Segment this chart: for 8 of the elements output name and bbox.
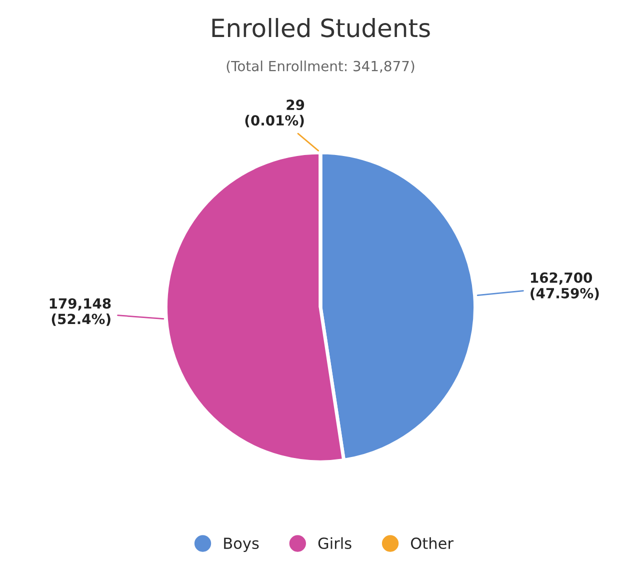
data-label: 162,700 (47.59%) xyxy=(530,272,599,300)
legend-label: Other xyxy=(410,537,454,550)
data-label: 29 (0.01%) xyxy=(245,100,304,128)
legend-label: Girls xyxy=(318,537,352,550)
chart-subtitle: (Total Enrollment: 341,877) xyxy=(226,60,414,73)
chart-title: Enrolled Students xyxy=(212,18,430,38)
legend-label: Boys xyxy=(224,538,259,552)
data-label: 179,148 (52.4%) xyxy=(50,298,111,326)
